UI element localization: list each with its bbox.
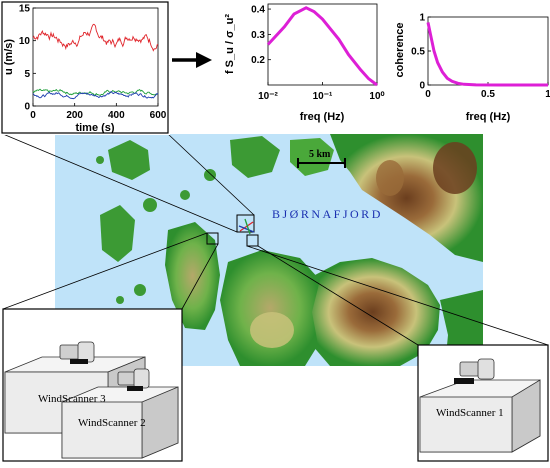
spectrum-xtick-label: 10⁻¹ <box>313 91 333 102</box>
scale-label: 5 km <box>309 149 331 160</box>
timeseries-frame <box>1 1 169 134</box>
highland-east <box>376 160 404 196</box>
islet-4 <box>134 284 146 296</box>
coherence-xtick-label: 0.5 <box>481 89 495 100</box>
connector-lines <box>2 133 549 346</box>
timeseries-ytick-label: 5 <box>24 69 30 80</box>
timeseries-chart: 0 200 400 600 0 5 10 15 time (s) u (m/s) <box>0 0 170 135</box>
site-box-east <box>246 234 259 247</box>
scale-bar: 5 km <box>297 149 346 168</box>
spectrum-ylabel: f S_u / σ_u² <box>224 14 236 74</box>
spectrum-xtick-label: 10⁰ <box>369 91 384 102</box>
timeseries-series-line <box>32 23 159 52</box>
coherence-xlabel: freq (Hz) <box>466 111 511 123</box>
spectrum-chart: 10⁻² 10⁻¹ 10⁰ 0.2 0.3 0.4 freq (Hz) f S_u / σ… <box>224 3 385 123</box>
timeseries-ytick-label: 15 <box>19 4 31 15</box>
lidar-beam-red <box>239 221 254 232</box>
spectrum-curve <box>266 6 378 87</box>
island-north <box>290 138 334 176</box>
landmass-southeast <box>305 258 440 366</box>
islet-5 <box>116 296 124 304</box>
windscanner-2-label: WindScanner 2 <box>78 417 146 429</box>
timeseries-xtick-label: 600 <box>150 110 167 121</box>
islet-2 <box>180 190 190 200</box>
timeseries-xtick-label: 400 <box>108 110 125 121</box>
timeseries-xtick-label: 200 <box>66 110 83 121</box>
coherence-plot-area <box>427 16 549 86</box>
windscanner-1-label: WindScanner 1 <box>436 407 504 419</box>
timeseries-xtick-label: 0 <box>30 110 36 121</box>
coherence-ytick-label: 0 <box>419 81 425 92</box>
coherence-ytick-label: 1 <box>419 13 425 24</box>
highland-south <box>250 312 294 348</box>
windscanner-2-unit <box>61 368 179 459</box>
islet-3 <box>204 169 216 181</box>
islet-6 <box>96 156 104 164</box>
spectrum-ytick-label: 0.2 <box>251 55 265 66</box>
spectrum-ytick-label: 0.4 <box>251 5 265 16</box>
site-box-west <box>206 232 219 245</box>
timeseries-ytick-label: 10 <box>19 36 31 47</box>
landmass-south <box>220 250 320 366</box>
measurement-area-box <box>236 214 255 233</box>
timeseries-plot-area <box>32 7 159 107</box>
lidar-beam-blue <box>238 225 255 233</box>
fjord-label: BJØRNAFJORD <box>272 207 383 221</box>
inset-windscanner-2-3: WindScanner 3 WindScanner 2 <box>2 308 183 462</box>
spectrum-plot-area <box>267 3 378 86</box>
timeseries-series-line <box>32 90 159 100</box>
timeseries-series-line <box>32 88 159 96</box>
island-far-west <box>100 205 135 262</box>
inset-windscanner-1: WindScanner 1 <box>417 344 549 462</box>
landmass-west <box>165 222 220 330</box>
timeseries-ytick-label: 0 <box>24 102 30 113</box>
coherence-xtick-label: 1 <box>545 89 550 100</box>
spectrum-xlabel: freq (Hz) <box>300 111 345 123</box>
highland-northeast <box>433 142 477 194</box>
island-north-central <box>230 136 280 178</box>
arrowhead-icon <box>196 52 212 68</box>
coherence-chart: 0 0.5 1 0 0.5 1 freq (Hz) coherence <box>394 13 550 124</box>
coherence-ylabel: coherence <box>394 22 406 77</box>
coherence-ytick-label: 0.5 <box>411 47 425 58</box>
spectrum-xtick-label: 10⁻² <box>258 91 278 102</box>
lidar-beam-green <box>244 218 251 235</box>
island-northwest <box>108 140 150 180</box>
coherence-curve <box>426 22 548 87</box>
timeseries-xlabel: time (s) <box>75 122 114 134</box>
windscanner-1-unit <box>419 358 541 453</box>
windscanner-3-label: WindScanner 3 <box>38 393 106 405</box>
islet-1 <box>143 198 157 212</box>
spectrum-ytick-label: 0.3 <box>251 30 265 41</box>
timeseries-ylabel: u (m/s) <box>3 39 15 75</box>
coherence-xtick-label: 0 <box>425 89 431 100</box>
